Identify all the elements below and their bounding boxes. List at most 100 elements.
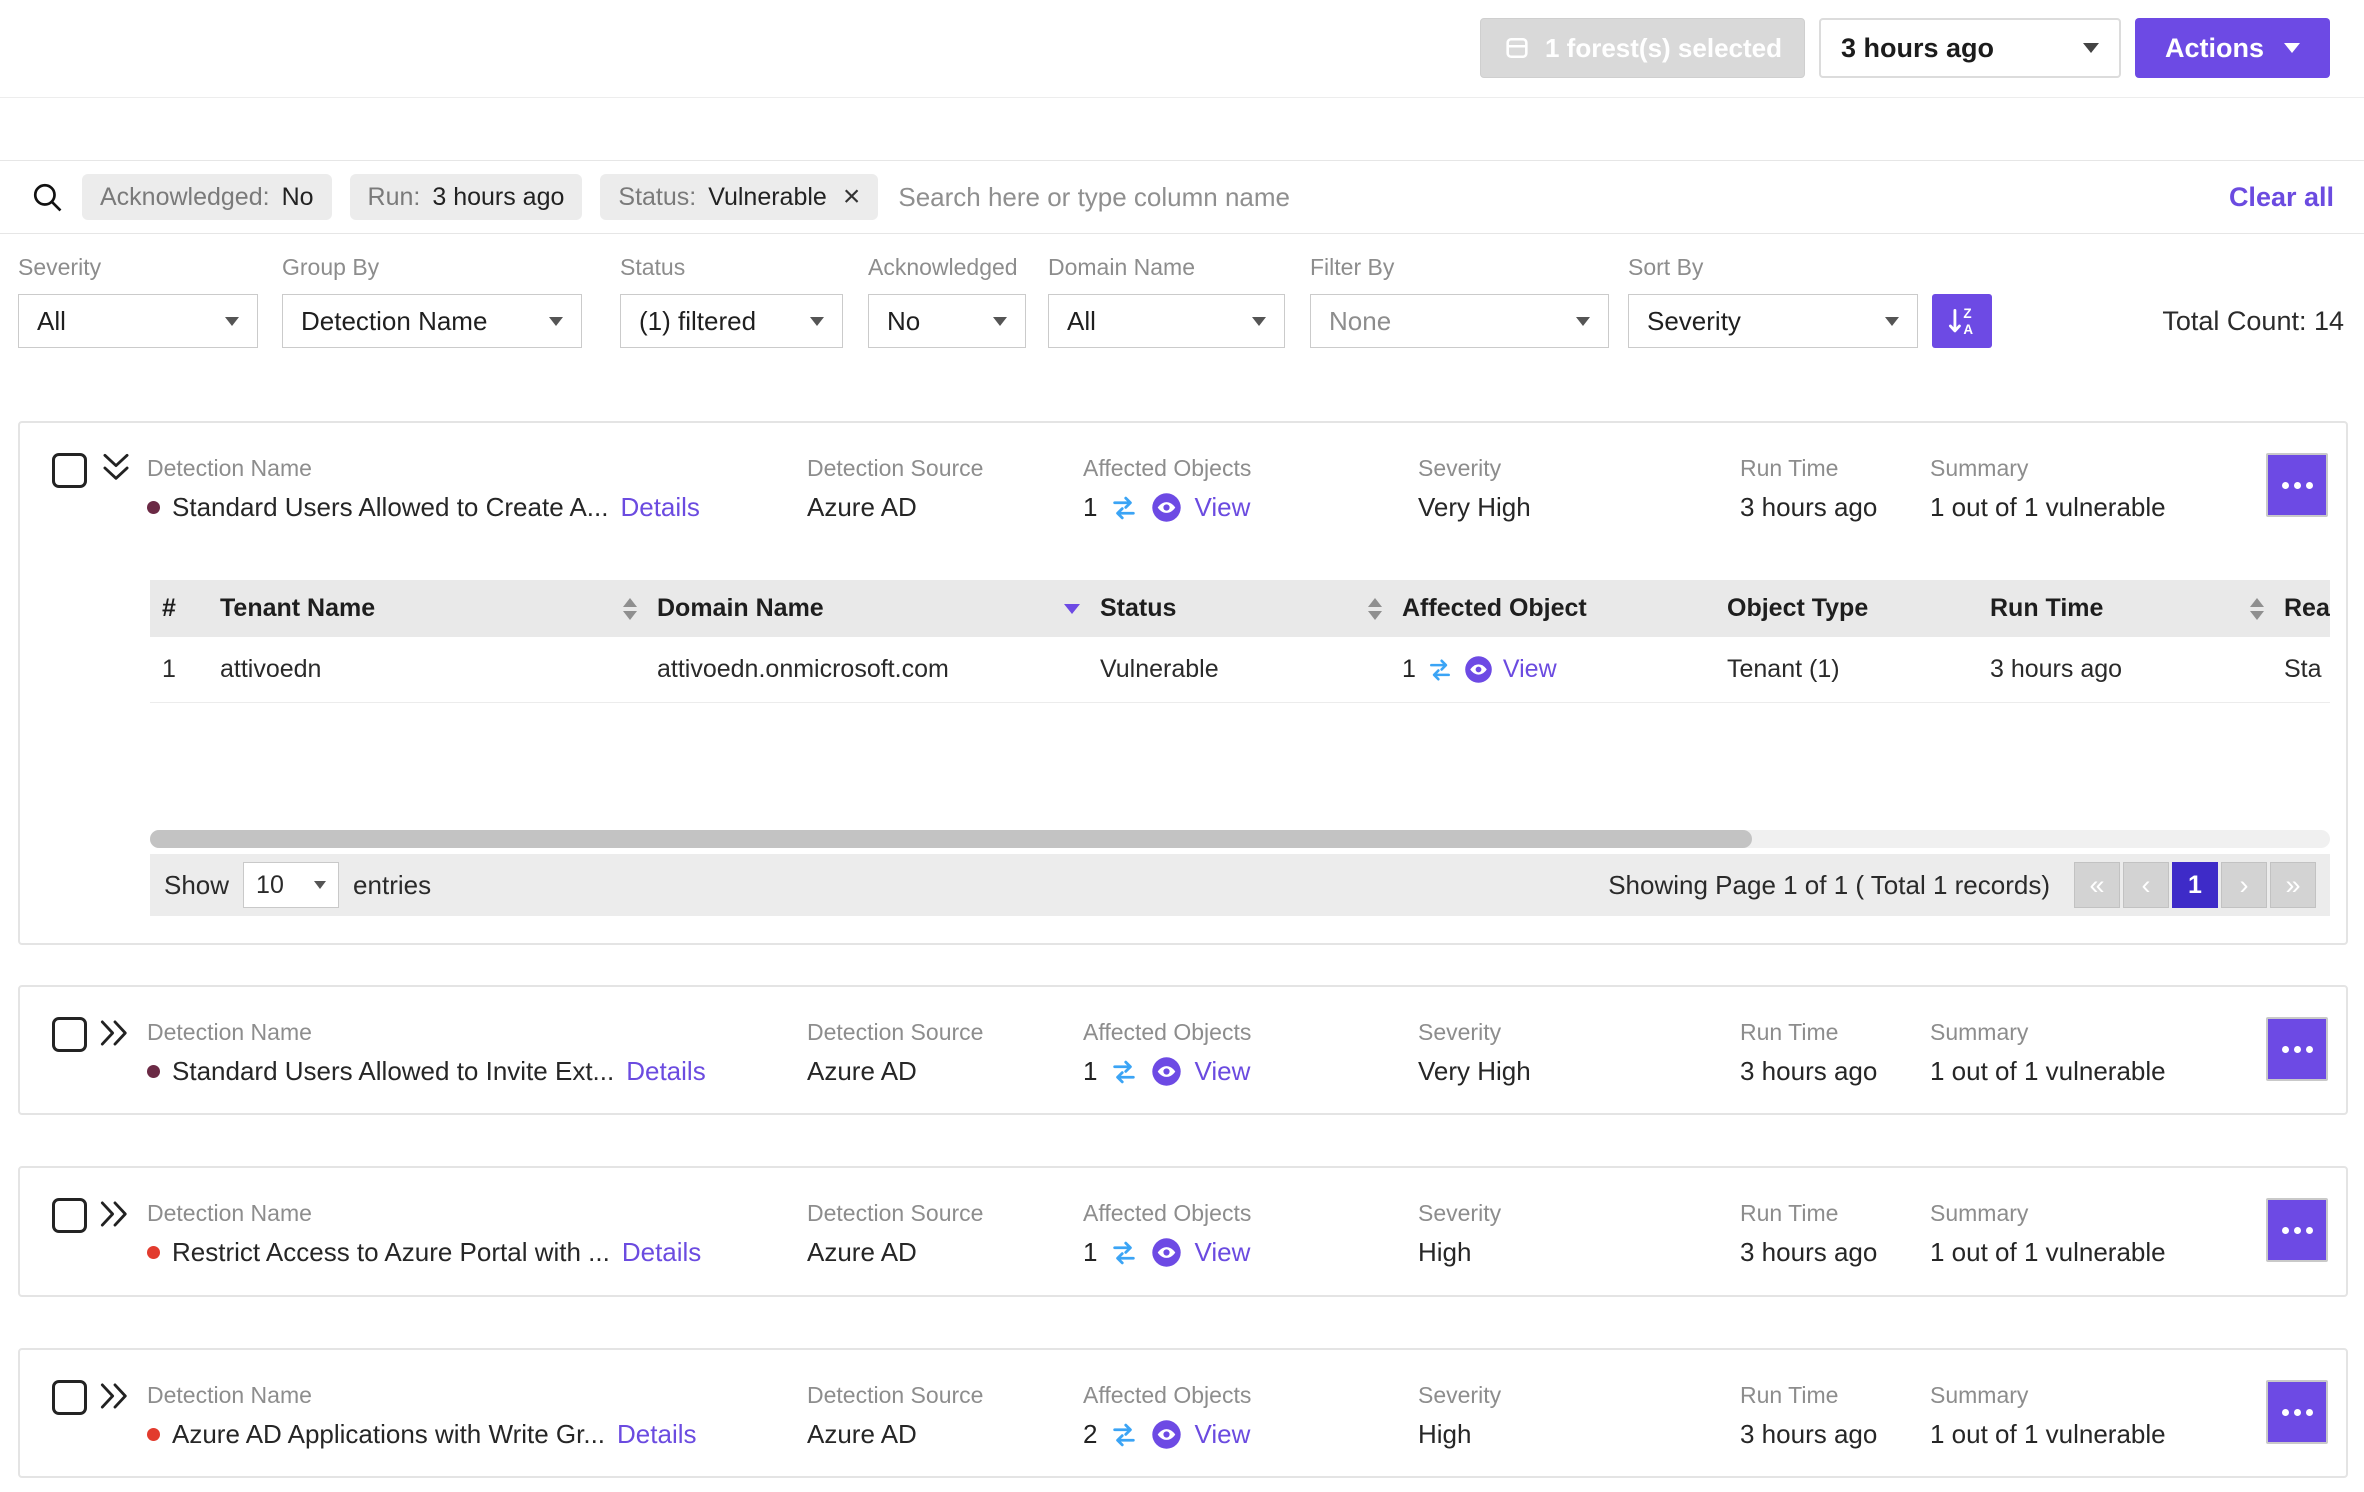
detection-source: Azure AD xyxy=(807,1056,917,1086)
run-time-value: 3 hours ago xyxy=(1740,1419,1878,1449)
swap-icon[interactable] xyxy=(1109,494,1139,522)
chevron-down-icon xyxy=(314,881,327,889)
eye-icon[interactable] xyxy=(1151,492,1182,523)
card-menu-button[interactable] xyxy=(2266,453,2328,517)
current-page-button[interactable]: 1 xyxy=(2172,862,2218,908)
total-count: Total Count: 14 xyxy=(2162,306,2344,336)
acknowledged-select[interactable]: No xyxy=(868,294,1026,348)
column-header-tenant-name[interactable]: Tenant Name xyxy=(220,594,657,623)
column-header-run-time[interactable]: Run Time xyxy=(1990,594,2284,623)
filterby-filter-label: Filter By xyxy=(1310,254,1395,280)
severity-label: Severity xyxy=(1418,1382,1502,1408)
column-header-domain-name[interactable]: Domain Name xyxy=(657,594,1100,623)
card-menu-button[interactable] xyxy=(2266,1017,2328,1081)
first-page-button[interactable]: « xyxy=(2074,862,2120,908)
last-page-button[interactable]: » xyxy=(2270,862,2316,908)
column-header-object-type[interactable]: Object Type xyxy=(1727,594,1869,622)
sort-updown-icon xyxy=(623,597,637,620)
cell-domain-name: attivoedn.onmicrosoft.com xyxy=(657,655,949,683)
column-header-affected-object[interactable]: Affected Object xyxy=(1402,594,1587,622)
detection-source: Azure AD xyxy=(807,1419,917,1449)
severity-label: Severity xyxy=(1418,1200,1502,1226)
details-link[interactable]: Details xyxy=(621,1237,702,1267)
detection-source-label: Detection Source xyxy=(807,455,984,481)
domain-select[interactable]: All xyxy=(1048,294,1285,348)
summary-label: Summary xyxy=(1930,1200,2029,1226)
view-link[interactable]: View xyxy=(1194,1056,1251,1086)
view-link[interactable]: View xyxy=(1194,492,1251,522)
expand-chevron-icon[interactable] xyxy=(96,1013,134,1058)
detection-source-label: Detection Source xyxy=(807,1200,984,1226)
swap-icon[interactable] xyxy=(1426,657,1454,683)
sortby-select[interactable]: Severity xyxy=(1628,294,1918,348)
forest-selected-button[interactable]: 1 forest(s) selected xyxy=(1480,18,1805,78)
groupby-select[interactable]: Detection Name xyxy=(282,294,582,348)
view-link[interactable]: View xyxy=(1194,1237,1251,1267)
status-select[interactable]: (1) filtered xyxy=(620,294,843,348)
sort-za-icon: Z A xyxy=(1948,306,1973,337)
row-checkbox[interactable] xyxy=(52,453,87,488)
ellipsis-icon xyxy=(2281,1226,2289,1234)
filterby-select[interactable]: None xyxy=(1310,294,1609,348)
view-link[interactable]: View xyxy=(1194,1419,1251,1449)
search-input[interactable] xyxy=(896,180,2211,214)
sort-direction-button[interactable]: Z A xyxy=(1932,294,1992,348)
table-row: 1 attivoedn attivoedn.onmicrosoft.com Vu… xyxy=(150,637,2330,703)
detection-card: Detection Name Azure AD Applications wit… xyxy=(18,1348,2348,1478)
view-link[interactable]: View xyxy=(1502,655,1557,683)
card-menu-button[interactable] xyxy=(2266,1198,2328,1262)
swap-icon[interactable] xyxy=(1109,1421,1139,1449)
severity-value: High xyxy=(1418,1237,1472,1267)
severity-dot xyxy=(147,501,160,514)
chevron-down-icon xyxy=(2284,43,2300,53)
forest-selected-label: 1 forest(s) selected xyxy=(1545,32,1782,63)
expand-chevron-icon[interactable] xyxy=(96,1194,134,1239)
expand-chevron-icon[interactable] xyxy=(96,1376,134,1421)
eye-icon[interactable] xyxy=(1151,1419,1182,1450)
chip-value: Vulnerable xyxy=(708,182,827,211)
filter-chip-status[interactable]: Status: Vulnerable × xyxy=(600,174,879,220)
page-size-select[interactable]: 10 xyxy=(243,862,340,908)
affected-count: 1 xyxy=(1402,655,1416,683)
eye-icon[interactable] xyxy=(1464,655,1493,684)
horizontal-scrollbar[interactable] xyxy=(150,830,2330,848)
detection-name: Standard Users Allowed to Invite Ext... xyxy=(172,1056,615,1086)
summary-label: Summary xyxy=(1930,1382,2029,1408)
chevron-down-icon xyxy=(1885,316,1899,326)
row-checkbox[interactable] xyxy=(52,1380,87,1415)
card-menu-button[interactable] xyxy=(2266,1380,2328,1444)
prev-page-button[interactable]: ‹ xyxy=(2123,862,2169,908)
cell-status: Vulnerable xyxy=(1100,655,1219,683)
row-checkbox[interactable] xyxy=(52,1017,87,1052)
details-link[interactable]: Details xyxy=(626,1056,706,1086)
eye-icon[interactable] xyxy=(1151,1237,1182,1268)
details-link[interactable]: Details xyxy=(617,1419,697,1449)
filter-chip-run[interactable]: Run: 3 hours ago xyxy=(349,174,583,220)
filter-bar: Severity All Group By Detection Name Sta… xyxy=(0,254,2364,362)
swap-icon[interactable] xyxy=(1109,1239,1139,1267)
details-link[interactable]: Details xyxy=(620,492,700,522)
next-page-button[interactable]: › xyxy=(2221,862,2267,908)
detection-card: Detection Name Restrict Access to Azure … xyxy=(18,1166,2348,1297)
actions-button[interactable]: Actions xyxy=(2134,18,2330,78)
severity-select[interactable]: All xyxy=(18,294,258,348)
acknowledged-select-value: No xyxy=(887,305,921,336)
chevron-down-icon xyxy=(2082,43,2099,53)
table-footer: Show 10 entries Showing Page 1 of 1 ( To… xyxy=(150,854,2330,916)
close-icon[interactable]: × xyxy=(842,180,861,213)
column-header-index: # xyxy=(162,594,176,622)
eye-icon[interactable] xyxy=(1151,1056,1182,1087)
clear-all-link[interactable]: Clear all xyxy=(2228,181,2334,212)
cell-affected-object: 1 View xyxy=(1402,655,1727,684)
filter-chip-acknowledged[interactable]: Acknowledged: No xyxy=(82,174,332,220)
collapse-chevron-icon[interactable] xyxy=(96,449,136,492)
acknowledged-filter-label: Acknowledged xyxy=(868,254,1018,280)
affected-count: 2 xyxy=(1083,1419,1098,1449)
column-header-status[interactable]: Status xyxy=(1100,594,1402,623)
row-checkbox[interactable] xyxy=(52,1198,87,1233)
scrollbar-thumb[interactable] xyxy=(150,830,1753,848)
time-range-dropdown[interactable]: 3 hours ago xyxy=(1818,18,2121,78)
column-header-reason[interactable]: Rea xyxy=(2284,594,2330,622)
detection-source: Azure AD xyxy=(807,492,917,522)
swap-icon[interactable] xyxy=(1109,1058,1139,1086)
